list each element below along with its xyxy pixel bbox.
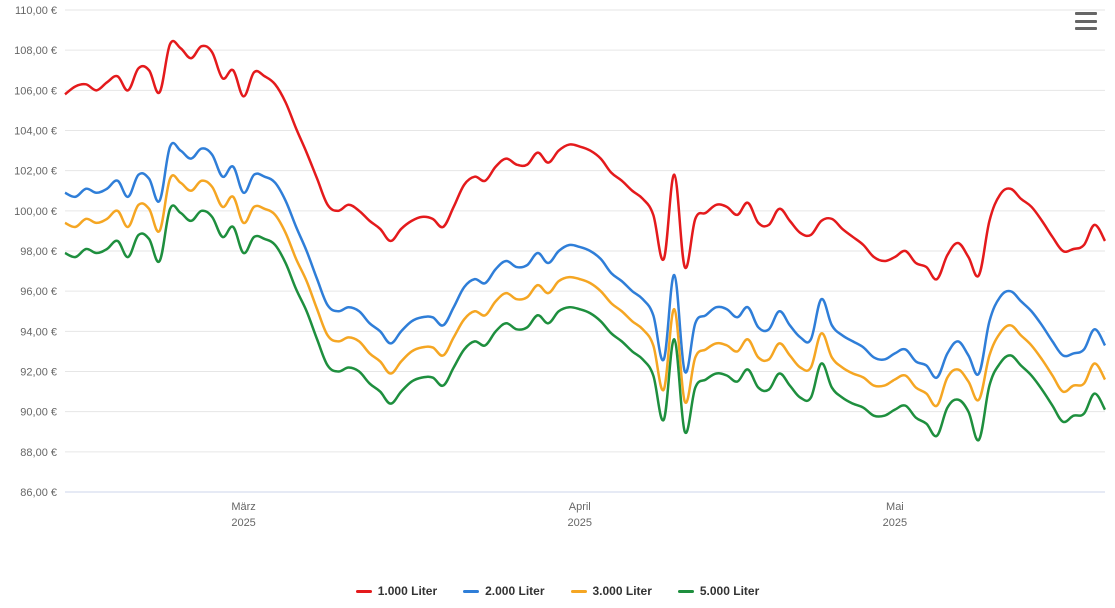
chart-canvas: 86,00 € 88,00 € 90,00 € 92,00 € 94,00 € 96,00…: [0, 0, 1115, 608]
legend-label: 5.000 Liter: [700, 584, 759, 598]
y-tick-label: 88,00 €: [20, 447, 57, 459]
y-tick-label: 104,00 €: [14, 126, 57, 138]
legend-item[interactable]: 5.000 Liter: [678, 584, 759, 598]
y-tick-label: 106,00 €: [14, 85, 57, 97]
legend-swatch: [463, 590, 479, 593]
y-tick-label: 110,00 €: [15, 5, 57, 17]
legend-swatch: [678, 590, 694, 593]
x-tick-label: 2025: [568, 517, 592, 529]
series-line: [65, 41, 1105, 279]
y-tick-label: 108,00 €: [14, 45, 57, 57]
legend-label: 1.000 Liter: [378, 584, 437, 598]
series-line: [65, 205, 1105, 440]
hamburger-menu-icon[interactable]: [1075, 12, 1097, 30]
legend-swatch: [356, 590, 372, 593]
x-tick-label: Mai: [886, 501, 904, 513]
y-tick-label: 98,00 €: [20, 246, 57, 258]
legend: 1.000 Liter 2.000 Liter 3.000 Liter 5.000 L…: [0, 584, 1115, 598]
y-tick-label: 92,00 €: [20, 367, 57, 379]
x-tick-label: April: [569, 501, 591, 513]
legend-label: 3.000 Liter: [593, 584, 652, 598]
y-tick-label: 94,00 €: [20, 326, 57, 338]
legend-label: 2.000 Liter: [485, 584, 544, 598]
y-tick-label: 100,00 €: [14, 206, 57, 218]
legend-item[interactable]: 1.000 Liter: [356, 584, 437, 598]
y-tick-label: 102,00 €: [14, 166, 57, 178]
legend-swatch: [571, 590, 587, 593]
x-tick-label: März: [231, 501, 255, 513]
legend-item[interactable]: 3.000 Liter: [571, 584, 652, 598]
y-tick-label: 96,00 €: [20, 286, 57, 298]
y-tick-label: 86,00 €: [20, 487, 57, 499]
legend-item[interactable]: 2.000 Liter: [463, 584, 544, 598]
x-tick-label: 2025: [231, 517, 255, 529]
y-tick-label: 90,00 €: [20, 407, 57, 419]
series-line: [65, 143, 1105, 378]
price-chart: 86,00 € 88,00 € 90,00 € 92,00 € 94,00 € 96,00…: [0, 0, 1115, 608]
x-tick-label: 2025: [883, 517, 907, 529]
